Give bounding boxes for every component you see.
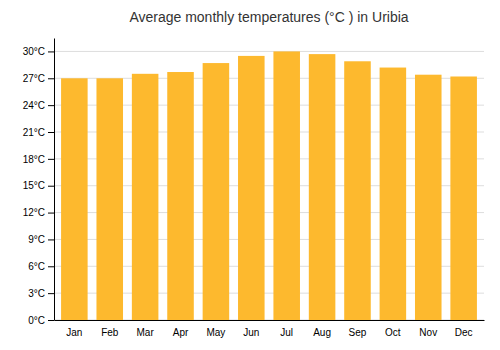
- y-tick: 0°C: [28, 315, 54, 326]
- x-axis-line: [55, 320, 485, 321]
- y-tick-label: 3°C: [28, 288, 45, 299]
- y-tick: 9°C: [28, 234, 54, 245]
- y-tick: 3°C: [28, 288, 54, 299]
- y-tick-label: 12°C: [23, 207, 45, 218]
- y-tick: 21°C: [23, 127, 54, 138]
- y-tick-label: 18°C: [23, 154, 45, 165]
- x-tick: Nov: [419, 327, 437, 338]
- x-tick-label: Jun: [243, 327, 259, 338]
- x-tick-label: May: [206, 327, 225, 338]
- y-axis-line: [54, 39, 55, 321]
- y-tick-label: 6°C: [28, 261, 45, 272]
- x-tick-label: Oct: [385, 327, 401, 338]
- y-tick-label: 21°C: [23, 127, 45, 138]
- y-tick-label: 9°C: [28, 234, 45, 245]
- y-tick-mark: [48, 186, 54, 187]
- y-axis: 0°C 3°C 6°C 9°C 12°C 15°C 18°C 21°C 24°C 27°C 30°C: [23, 39, 55, 326]
- y-tick-mark: [48, 320, 54, 321]
- chart: 0°C 3°C 6°C 9°C 12°C 15°C 18°C 21°C 24°C 27°C 30°C…: [0, 0, 500, 350]
- x-tick: Feb: [101, 327, 119, 338]
- y-tick-label: 27°C: [23, 73, 45, 84]
- x-tick-label: Sep: [349, 327, 367, 338]
- bar: [203, 63, 230, 320]
- y-tick: 6°C: [28, 261, 54, 272]
- bar: [96, 78, 123, 320]
- y-tick-mark: [48, 293, 54, 294]
- x-tick-label: Aug: [313, 327, 331, 338]
- y-tick-mark: [48, 51, 54, 52]
- bar: [380, 68, 407, 320]
- y-tick: 27°C: [23, 73, 54, 84]
- grid-line: [54, 51, 484, 52]
- x-tick: May: [206, 327, 225, 338]
- x-tick-label: Dec: [455, 327, 473, 338]
- y-tick-mark: [48, 239, 54, 240]
- y-tick: 12°C: [23, 207, 54, 218]
- y-tick-mark: [48, 213, 54, 214]
- x-tick-label: Nov: [419, 327, 437, 338]
- x-tick: Jul: [280, 327, 293, 338]
- x-tick: Jun: [243, 327, 259, 338]
- x-tick: Aug: [313, 327, 331, 338]
- y-tick-label: 0°C: [28, 315, 45, 326]
- bar: [132, 74, 159, 320]
- bar: [415, 75, 442, 320]
- bar: [273, 51, 300, 320]
- bars: [61, 51, 477, 320]
- x-tick-label: Feb: [101, 327, 119, 338]
- y-tick-mark: [48, 266, 54, 267]
- plot-area: 0°C 3°C 6°C 9°C 12°C 15°C 18°C 21°C 24°C 27°C 30°C…: [23, 39, 485, 339]
- grid: [54, 51, 484, 320]
- bar: [344, 61, 371, 320]
- bar: [61, 78, 88, 320]
- x-tick: Sep: [349, 327, 367, 338]
- y-tick-label: 15°C: [23, 180, 45, 191]
- x-tick: Apr: [173, 327, 189, 338]
- title: Average monthly temperatures (°C ) in Ur…: [129, 9, 408, 25]
- x-tick: Oct: [385, 327, 401, 338]
- y-tick-mark: [48, 105, 54, 106]
- x-axis: Jan Feb Mar Apr May Jun Jul Aug Sep Oct Nov Dec: [55, 321, 485, 339]
- y-tick-mark: [48, 78, 54, 79]
- bar: [238, 56, 265, 320]
- y-tick-mark: [48, 132, 54, 133]
- y-tick: 15°C: [23, 180, 54, 191]
- bar: [309, 54, 336, 320]
- y-tick: 18°C: [23, 154, 54, 165]
- x-tick-label: Jul: [280, 327, 293, 338]
- bar: [450, 76, 477, 320]
- y-tick-label: 24°C: [23, 100, 45, 111]
- x-tick: Mar: [137, 327, 155, 338]
- x-tick: Dec: [455, 327, 473, 338]
- x-tick: Jan: [66, 327, 82, 338]
- y-tick-mark: [48, 159, 54, 160]
- bar: [167, 72, 194, 320]
- x-tick-label: Jan: [66, 327, 82, 338]
- y-tick: 24°C: [23, 100, 54, 111]
- y-tick-label: 30°C: [23, 46, 45, 57]
- x-tick-label: Apr: [173, 327, 189, 338]
- x-tick-label: Mar: [137, 327, 155, 338]
- y-tick: 30°C: [23, 46, 54, 57]
